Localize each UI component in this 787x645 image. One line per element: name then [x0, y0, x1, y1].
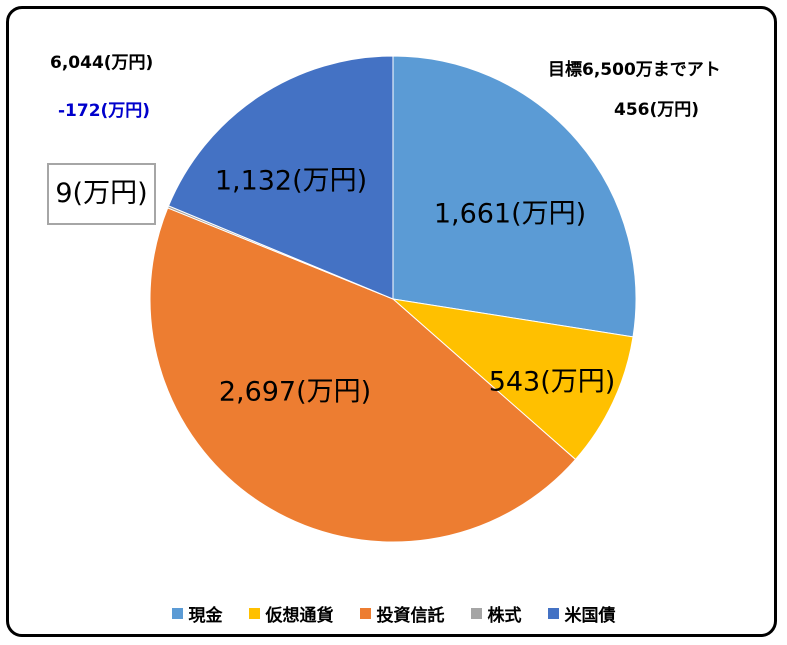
legend-item-funds: 投資信託 — [359, 601, 445, 626]
slice-data-label-2: 2,697(万円) — [219, 377, 371, 408]
legend-swatch — [547, 608, 559, 619]
slice-data-label-4: 1,132(万円) — [215, 166, 367, 197]
legend-swatch — [359, 608, 371, 619]
legend-swatch — [248, 608, 260, 619]
change-annotation: -172(万円) — [58, 101, 151, 121]
legend-item-crypto: 仮想通貨 — [248, 601, 334, 626]
pie-slice-2 — [149, 207, 577, 543]
pie-slice-1 — [391, 298, 634, 461]
legend-label: 投資信託 — [376, 606, 445, 626]
legend: 現金 仮想通貨 投資信託 株式 米国債 — [0, 601, 787, 626]
legend-item-cash: 現金 — [171, 601, 223, 626]
legend-swatch — [470, 608, 482, 619]
legend-swatch — [171, 608, 183, 619]
remaining-annotation: 456(万円) — [614, 100, 700, 120]
legend-label: 米国債 — [564, 606, 616, 626]
slice-data-label-0: 1,661(万円) — [434, 199, 586, 230]
total-annotation: 6,044(万円) — [50, 53, 154, 73]
pie-slice-0 — [392, 55, 637, 338]
legend-item-stocks: 株式 — [470, 601, 522, 626]
legend-label: 株式 — [487, 606, 522, 626]
legend-label: 現金 — [188, 606, 223, 626]
stock-data-label: 9(万円) — [47, 163, 156, 225]
legend-label: 仮想通貨 — [265, 606, 334, 626]
goal-annotation: 目標6,500万までアト — [548, 60, 721, 80]
pie-slice-4 — [167, 55, 394, 300]
legend-item-us-bonds: 米国債 — [547, 601, 616, 626]
slice-data-label-1: 543(万円) — [489, 367, 616, 398]
